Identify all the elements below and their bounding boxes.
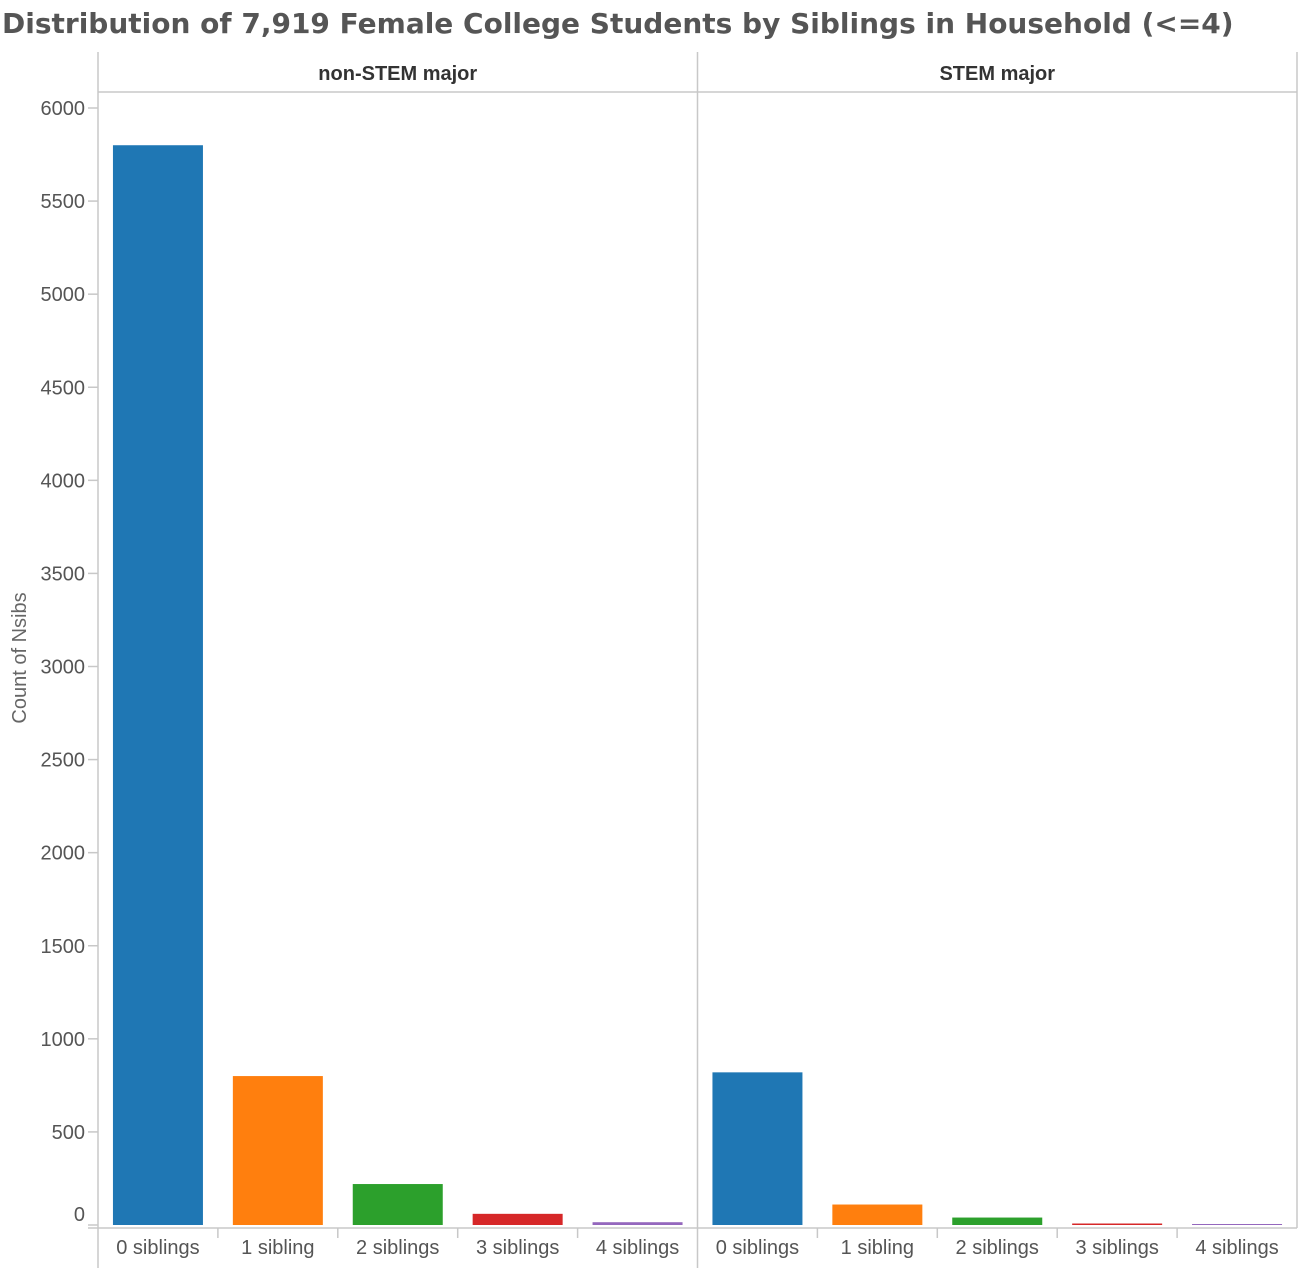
y-tick-label: 1000 [41,1029,86,1051]
x-tick-label: 1 sibling [841,1237,914,1259]
y-axis-title: Count of Nsibs [9,592,31,723]
x-tick-label: 0 siblings [116,1237,199,1259]
x-tick-label: 4 siblings [1195,1237,1278,1259]
bar [112,145,203,1225]
x-tick-label: 0 siblings [716,1237,799,1259]
bar [952,1217,1043,1225]
panel-2: STEM major 0 siblings 1 sibling 2 siblings 3… [696,52,1283,1268]
y-tick-label: 1500 [41,936,86,958]
bar [712,1072,803,1225]
y-tick-label: 5500 [41,191,86,213]
y-tick-label: 3000 [41,657,86,679]
bar [1192,1224,1283,1225]
chart-panels: non-STEM major 0 siblings 1 sibling 2 sibli… [112,52,1283,1268]
y-tick-label: 4000 [41,470,86,492]
x-tick-label: 3 siblings [476,1237,559,1259]
chart-title: Distribution of 7,919 Female College Stu… [2,7,1234,40]
y-tick-label: 4500 [41,377,86,399]
x-tick-label: 3 siblings [1075,1237,1158,1259]
panel-header: non-STEM major [318,63,477,85]
bar [592,1222,683,1225]
x-tick-label: 2 siblings [356,1237,439,1259]
y-tick-label: 0 [74,1204,85,1226]
bar [232,1076,323,1225]
x-tick-label: 2 siblings [956,1237,1039,1259]
bar [472,1213,563,1225]
y-tick-label: 5000 [41,284,86,306]
y-tick-label: 2000 [41,843,86,865]
y-tick-label: 3500 [41,563,86,585]
y-tick-label: 500 [52,1122,85,1144]
bar [832,1204,923,1225]
y-tick-label: 6000 [41,98,86,120]
x-tick-label: 4 siblings [596,1237,679,1259]
bar [1072,1223,1163,1225]
bar [352,1184,443,1225]
x-tick-label: 1 sibling [241,1237,314,1259]
y-tick-label: 2500 [41,750,86,772]
panel-1: non-STEM major 0 siblings 1 sibling 2 sibli… [112,63,683,1259]
y-axis: 0 500 1000 1500 2000 2500 3000 3500 4000 4500 5000… [41,98,98,1226]
panel-header: STEM major [939,63,1055,85]
